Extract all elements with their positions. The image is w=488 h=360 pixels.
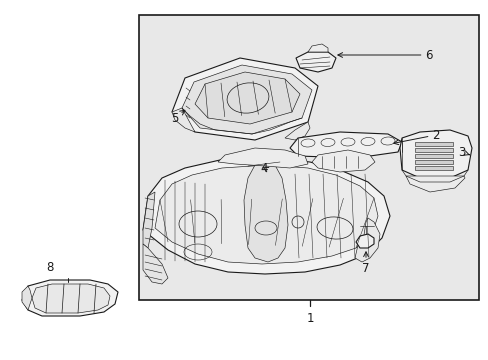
Polygon shape bbox=[307, 44, 327, 52]
Text: 7: 7 bbox=[362, 252, 369, 274]
Polygon shape bbox=[142, 158, 389, 274]
Polygon shape bbox=[22, 286, 32, 310]
Polygon shape bbox=[172, 108, 195, 132]
Polygon shape bbox=[142, 192, 155, 248]
Text: 1: 1 bbox=[305, 312, 313, 325]
Polygon shape bbox=[195, 72, 299, 124]
Polygon shape bbox=[354, 218, 379, 262]
Text: 5: 5 bbox=[170, 110, 184, 125]
Polygon shape bbox=[247, 158, 280, 174]
Polygon shape bbox=[182, 65, 311, 134]
Polygon shape bbox=[295, 52, 335, 72]
Polygon shape bbox=[244, 165, 287, 262]
Bar bbox=[414, 166, 452, 170]
Polygon shape bbox=[155, 165, 377, 264]
Polygon shape bbox=[285, 122, 309, 140]
Polygon shape bbox=[289, 132, 401, 158]
Bar bbox=[414, 154, 452, 158]
Text: 8: 8 bbox=[46, 261, 54, 274]
Bar bbox=[414, 148, 452, 152]
Bar bbox=[139, 15, 478, 300]
Text: 4: 4 bbox=[260, 162, 268, 175]
Text: 6: 6 bbox=[337, 49, 431, 62]
Bar bbox=[414, 160, 452, 164]
Text: 3: 3 bbox=[457, 145, 468, 158]
Polygon shape bbox=[399, 130, 471, 178]
Polygon shape bbox=[22, 280, 118, 316]
Polygon shape bbox=[311, 150, 374, 172]
Polygon shape bbox=[218, 148, 307, 168]
Polygon shape bbox=[32, 284, 110, 313]
Bar bbox=[414, 142, 452, 146]
Polygon shape bbox=[172, 58, 317, 140]
Polygon shape bbox=[355, 234, 373, 248]
Text: 2: 2 bbox=[393, 129, 439, 145]
Polygon shape bbox=[405, 176, 464, 192]
Polygon shape bbox=[142, 244, 168, 284]
